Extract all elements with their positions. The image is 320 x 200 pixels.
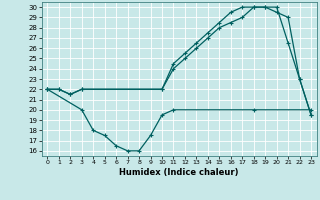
- X-axis label: Humidex (Indice chaleur): Humidex (Indice chaleur): [119, 168, 239, 177]
